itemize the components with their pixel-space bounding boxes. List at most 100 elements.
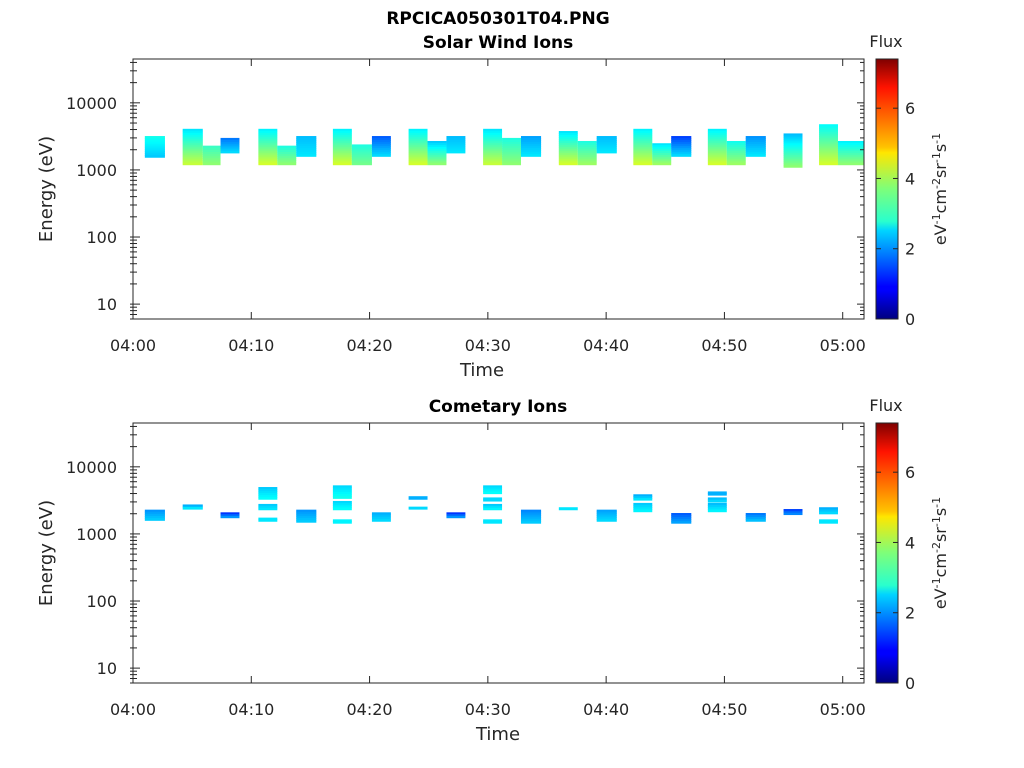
solar-wind-block-cell <box>296 154 317 157</box>
solar-wind-block-cell <box>277 160 297 164</box>
cometary-block-cell <box>520 519 542 522</box>
solar-wind-block-cell <box>783 135 803 138</box>
solar-wind-block-cell <box>182 140 203 144</box>
solar-wind-block-cell <box>520 136 542 139</box>
solar-wind-colorbar-gradient <box>875 58 899 320</box>
solar-wind-block-cell <box>483 140 503 144</box>
solar-wind-block-cell <box>502 150 521 153</box>
cometary-block-cell <box>258 519 278 522</box>
cometary-x-tick-label: 04:40 <box>583 700 629 719</box>
cometary-block-cell <box>220 512 240 515</box>
cometary-block-cell <box>332 505 352 509</box>
cometary-plot-frame <box>132 422 865 684</box>
solar-wind-block-cell <box>819 162 838 166</box>
cometary-block-cell <box>332 493 352 497</box>
solar-wind-block-cell <box>332 128 352 132</box>
solar-wind-block <box>819 124 838 166</box>
cometary-colorbar-tick-label: 2 <box>905 604 915 623</box>
solar-wind-block <box>502 137 521 166</box>
solar-wind-block-cell <box>633 128 653 132</box>
solar-wind-block-cell <box>633 132 653 136</box>
solar-wind-block-cell <box>819 124 838 127</box>
cometary-block-cell <box>144 513 165 517</box>
solar-wind-block-cell <box>837 154 864 158</box>
solar-wind-block-cell <box>783 165 803 168</box>
cometary-block-cell <box>558 507 578 511</box>
solar-wind-block-cell <box>144 145 165 149</box>
cometary-block <box>783 509 803 516</box>
cometary-block-cell <box>446 512 466 515</box>
solar-wind-block-cell <box>182 150 203 154</box>
cometary-block-cell <box>258 497 278 500</box>
solar-wind-block-cell <box>726 142 746 146</box>
solar-wind-block-cell <box>558 140 578 144</box>
cometary-block <box>558 507 578 511</box>
solar-wind-block-cell <box>258 152 278 156</box>
solar-wind-block-cell <box>837 162 864 166</box>
solar-wind-block-cell <box>558 138 578 142</box>
cometary-block-cell <box>296 517 317 521</box>
solar-wind-block-cell <box>633 150 653 154</box>
solar-wind-block-cell <box>596 136 617 139</box>
solar-wind-block-cell <box>144 147 165 151</box>
cometary-block-cell <box>633 505 653 508</box>
solar-wind-block-cell <box>502 158 521 162</box>
solar-wind-block-cell <box>502 148 521 151</box>
solar-wind-block-cell <box>483 150 503 154</box>
solar-wind-block-cell <box>408 128 428 132</box>
cometary-block <box>332 519 352 524</box>
solar-wind-block-cell <box>819 150 838 154</box>
solar-wind-block-cell <box>783 147 803 150</box>
solar-wind-block-cell <box>351 150 372 154</box>
cometary-block-cell <box>520 511 542 515</box>
solar-wind-block-cell <box>446 148 466 152</box>
solar-wind-block-cell <box>277 145 297 149</box>
figure-title: RPCICA050301T04.PNG <box>386 9 609 29</box>
solar-wind-block-cell <box>726 152 746 156</box>
solar-wind-block-cell <box>502 146 521 149</box>
solar-wind-y-label: Energy (eV) <box>36 136 57 242</box>
solar-wind-block-cell <box>427 140 447 144</box>
cometary-block <box>408 506 428 510</box>
cometary-x-tick-label: 04:20 <box>347 700 393 719</box>
solar-wind-block-cell <box>707 132 727 136</box>
solar-wind-block-cell <box>633 136 653 140</box>
solar-wind-block-cell <box>783 153 803 156</box>
solar-wind-block-cell <box>258 132 278 136</box>
solar-wind-block-cell <box>671 146 692 149</box>
solar-wind-block-cell <box>633 156 653 160</box>
solar-wind-block-cell <box>596 138 617 141</box>
solar-wind-block-cell <box>427 146 447 150</box>
solar-wind-colorbar-tick-label: 6 <box>905 99 915 118</box>
solar-wind-block-cell <box>819 144 838 148</box>
solar-wind-block-cell <box>483 128 503 132</box>
cometary-block <box>819 507 838 515</box>
cometary-spectrogram <box>144 485 838 524</box>
cometary-block <box>707 491 727 496</box>
solar-wind-block-cell <box>502 160 521 164</box>
cometary-block-cell <box>446 515 466 519</box>
cometary-block-cell <box>520 515 542 518</box>
solar-wind-block-cell <box>819 154 838 158</box>
cometary-block-cell <box>707 502 727 506</box>
solar-wind-block-cell <box>819 152 838 156</box>
solar-wind-block-cell <box>258 136 278 140</box>
solar-wind-block-cell <box>371 144 391 147</box>
solar-wind-block-cell <box>427 144 447 148</box>
solar-wind-block-cell <box>707 138 727 142</box>
cometary-block-cell <box>332 503 352 506</box>
solar-wind-colorbar-ticks: 0 2 4 6 <box>876 99 915 329</box>
solar-wind-block-cell <box>220 150 240 154</box>
solar-wind-block-cell <box>558 131 578 134</box>
solar-wind-block-cell <box>671 144 692 147</box>
cometary-block <box>258 503 278 511</box>
solar-wind-block-cell <box>819 132 838 135</box>
solar-wind-block-cell <box>332 144 352 148</box>
cometary-block-cell <box>220 515 240 519</box>
solar-wind-block-cell <box>819 146 838 150</box>
solar-wind-block <box>296 136 317 157</box>
cometary-block-cell <box>671 517 692 520</box>
solar-wind-block-cell <box>182 132 203 136</box>
solar-wind-block-cell <box>577 142 597 146</box>
solar-wind-block <box>652 143 672 166</box>
